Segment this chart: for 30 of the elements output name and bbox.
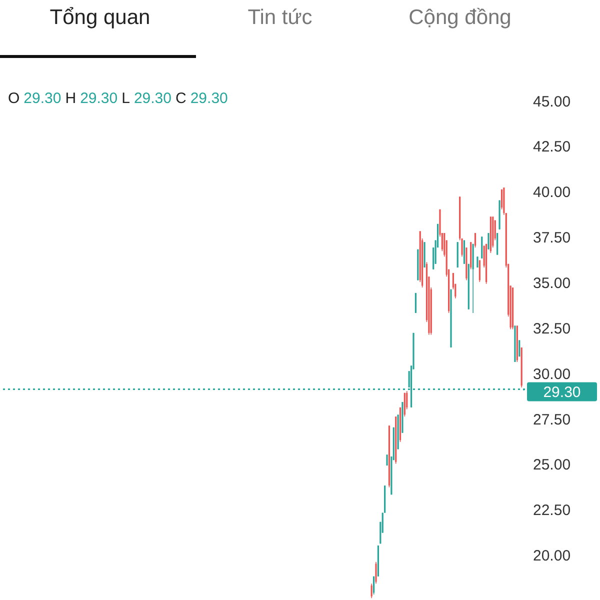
text: Tổng quan [48, 6, 152, 30]
y-tick-label: 30.00 [533, 366, 571, 383]
candlestick [518, 340, 520, 357]
text: Tin tức [246, 6, 314, 30]
y-tick-label: 20.00 [533, 548, 571, 565]
y-tick-label: 22.50 [533, 502, 571, 520]
text: Cộng đồng [408, 6, 512, 30]
candlestick [461, 238, 463, 258]
candlestick [404, 392, 406, 417]
y-tick-label: 25.00 [533, 456, 571, 474]
candlestick [370, 583, 372, 599]
y-tick-label: 37.50 [533, 230, 571, 247]
y-tick-label: 40.00 [533, 184, 571, 202]
y-tick-label: 42.50 [533, 138, 571, 156]
y-tick-label: 45.00 [533, 93, 571, 110]
candlestick [488, 232, 490, 250]
annotation: O 29.30 H 29.30 L 29.30 C 29.30 [8, 90, 228, 107]
candlestick [414, 292, 417, 314]
candlestick [372, 576, 375, 595]
candlestick [496, 232, 498, 256]
candlestick [463, 240, 466, 264]
y-tick-label: 27.50 [533, 411, 571, 428]
candlestick [500, 188, 503, 210]
candlestick [474, 232, 476, 248]
y-tick-label: 35.00 [533, 275, 571, 292]
candlestick [478, 260, 480, 282]
ref-line-label: 29.30 [543, 384, 581, 402]
candlestick [481, 236, 483, 259]
candlestick [375, 561, 377, 584]
y-tick-label: 32.50 [533, 320, 571, 338]
